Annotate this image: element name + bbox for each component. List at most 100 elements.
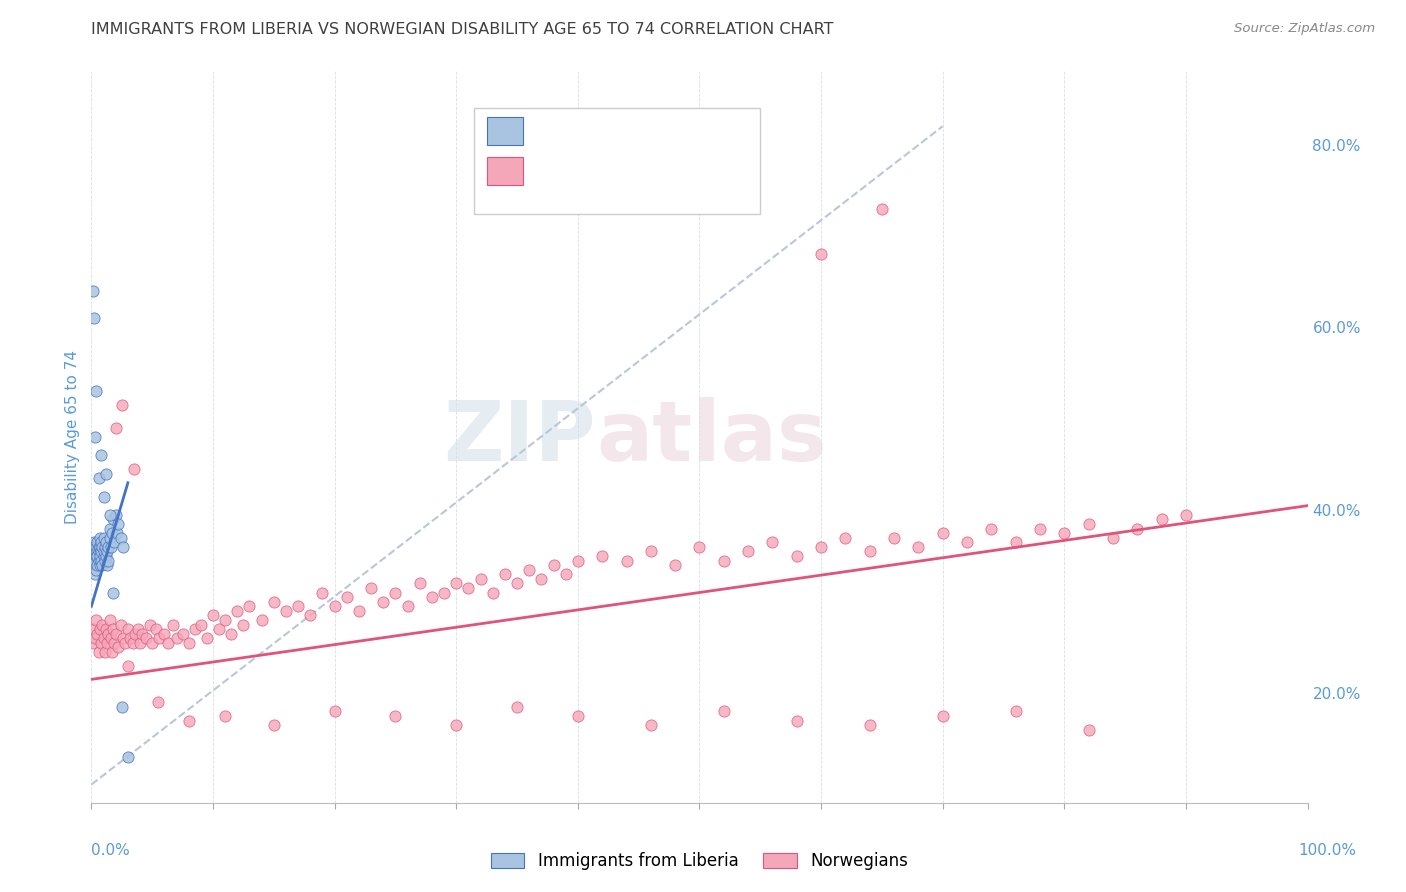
Point (89, 558, 111, 573)
Point (786, 714, 808, 728)
Point (190, 617, 212, 632)
Point (494, 567, 516, 582)
Text: Source: ZipAtlas.com: Source: ZipAtlas.com (1234, 22, 1375, 36)
Point (664, 558, 686, 573)
FancyBboxPatch shape (486, 157, 523, 185)
Point (127, 622, 149, 636)
Point (111, 632, 134, 646)
Point (420, 590, 443, 604)
Point (90, 448, 112, 462)
Point (148, 632, 170, 646)
Point (250, 613, 273, 627)
Point (84, 430, 107, 444)
Point (931, 709, 953, 723)
Point (141, 636, 163, 650)
Point (299, 608, 322, 623)
Point (93, 490, 115, 504)
Point (114, 636, 136, 650)
Point (506, 699, 529, 714)
Point (87, 553, 110, 567)
Point (347, 604, 370, 618)
Point (97, 626, 120, 640)
Point (93, 544, 115, 558)
Point (98, 531, 121, 545)
Point (87, 544, 110, 558)
Point (433, 585, 456, 599)
Point (117, 750, 139, 764)
Point (1053, 526, 1076, 541)
Point (86, 549, 108, 563)
Point (91, 558, 114, 573)
Point (87, 645, 110, 659)
Y-axis label: Disability Age 65 to 74: Disability Age 65 to 74 (65, 350, 80, 524)
Point (1126, 521, 1149, 535)
Point (323, 599, 346, 614)
Text: ZIP: ZIP (444, 397, 596, 477)
Point (1004, 535, 1026, 549)
Point (104, 626, 127, 640)
Point (287, 599, 309, 614)
Point (89, 549, 111, 563)
Point (82, 553, 104, 567)
Point (956, 535, 979, 549)
Point (87, 471, 110, 485)
Point (883, 531, 905, 545)
Point (131, 626, 153, 640)
Point (98, 508, 121, 522)
Point (148, 695, 170, 709)
Point (124, 626, 146, 640)
Point (567, 709, 589, 723)
Point (84, 384, 107, 399)
Point (166, 632, 188, 646)
Point (94, 540, 117, 554)
Point (93, 549, 115, 563)
Point (84, 544, 107, 558)
Point (103, 636, 125, 650)
Point (96, 544, 118, 558)
Text: 100.0%: 100.0% (1299, 843, 1357, 858)
Point (86, 544, 108, 558)
Point (1150, 512, 1173, 526)
Point (98, 521, 121, 535)
Point (135, 632, 157, 646)
Point (90, 544, 112, 558)
Point (1175, 508, 1198, 522)
Point (153, 626, 176, 640)
Point (139, 617, 162, 632)
Point (373, 594, 395, 608)
Point (107, 640, 129, 655)
Point (101, 645, 124, 659)
Point (90, 636, 112, 650)
Point (506, 576, 529, 591)
Point (1029, 521, 1052, 535)
Point (219, 626, 242, 640)
Point (90, 553, 112, 567)
Point (907, 540, 929, 554)
Point (688, 540, 710, 554)
Point (457, 581, 479, 595)
Point (980, 521, 1002, 535)
Point (101, 526, 124, 541)
Point (931, 526, 953, 541)
Point (100, 632, 122, 646)
Point (83, 535, 105, 549)
Point (111, 699, 134, 714)
Point (103, 622, 125, 636)
Point (84, 540, 107, 554)
Point (98, 613, 121, 627)
Point (543, 558, 565, 573)
Point (86, 535, 108, 549)
Text: 0.0%: 0.0% (91, 843, 131, 858)
Point (86, 558, 108, 573)
Point (111, 398, 134, 412)
Point (202, 608, 225, 623)
Point (859, 718, 882, 732)
Point (83, 311, 105, 326)
Point (567, 553, 589, 567)
Point (86, 626, 108, 640)
Point (444, 576, 467, 591)
Text: atlas: atlas (596, 397, 827, 477)
Point (83, 622, 105, 636)
Point (94, 645, 117, 659)
Point (89, 531, 111, 545)
